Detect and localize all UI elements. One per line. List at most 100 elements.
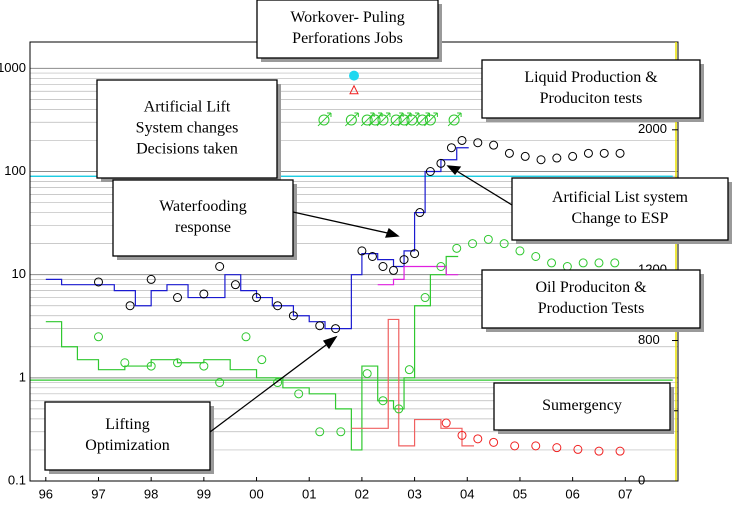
- y2-tick-label: 0: [638, 472, 645, 487]
- marker: [294, 389, 304, 399]
- marker: [547, 258, 557, 268]
- marker: [615, 446, 625, 456]
- y-tick-label: 1000: [0, 60, 26, 75]
- event-symbol: [424, 112, 438, 127]
- annotation-text: response: [175, 219, 231, 236]
- marker: [552, 443, 562, 453]
- marker: [93, 332, 103, 342]
- marker: [436, 158, 446, 168]
- marker: [93, 277, 103, 287]
- annotation-text: Oil Produciton &: [535, 279, 647, 296]
- marker: [499, 239, 509, 249]
- annotation-text: Sumergency: [542, 397, 622, 414]
- marker: [531, 252, 541, 262]
- x-tick-label: 00: [249, 486, 263, 501]
- annotation-box: [481, 59, 701, 119]
- marker: [578, 258, 588, 268]
- arrow: [292, 211, 393, 235]
- marker: [146, 274, 156, 284]
- annotation-text: Produciton tests: [540, 90, 643, 107]
- y-tick-label: 1: [19, 369, 26, 384]
- marker: [552, 153, 562, 163]
- y2-tick-label: 800: [638, 332, 660, 347]
- marker: [583, 148, 593, 158]
- marker: [615, 148, 625, 158]
- annotation-box: [511, 177, 729, 241]
- annotation-text: Artificial List system: [552, 189, 689, 206]
- marker: [315, 427, 325, 437]
- marker: [331, 324, 341, 334]
- marker: [389, 265, 399, 275]
- marker: [362, 369, 372, 379]
- event-symbol: [376, 112, 391, 127]
- y-tick-label: 100: [4, 163, 26, 178]
- marker: [457, 430, 467, 440]
- marker: [489, 140, 499, 150]
- annotation-box: [493, 382, 671, 431]
- annotation-text: System changes: [136, 120, 239, 137]
- y-tick-label: 0.1: [8, 472, 26, 487]
- event-symbol: [397, 112, 412, 127]
- event-symbol: [345, 112, 359, 127]
- annotation-box: [44, 401, 211, 471]
- x-tick-label: 99: [197, 486, 211, 501]
- marks: [30, 70, 673, 456]
- x-tick-label: 03: [407, 486, 421, 501]
- x-tick-label: 06: [565, 486, 579, 501]
- marker: [420, 293, 430, 303]
- x-tick-label: 96: [39, 486, 53, 501]
- annotation-box: [256, 0, 439, 59]
- annotation-text: Decisions taken: [136, 141, 238, 158]
- annotation-box: [96, 79, 278, 179]
- annotation-text: Production Tests: [538, 300, 645, 317]
- marker: [457, 135, 467, 145]
- marker: [288, 311, 298, 321]
- arrow-head: [446, 165, 462, 176]
- marker: [146, 361, 156, 371]
- x-tick-label: 97: [91, 486, 105, 501]
- marker: [120, 358, 130, 368]
- marker: [473, 434, 483, 444]
- marker: [273, 301, 283, 311]
- marker: [199, 361, 209, 371]
- y-tick-label: 10: [12, 266, 26, 281]
- event-symbol: [368, 112, 383, 127]
- y2-tick-label: 2000: [638, 121, 667, 136]
- arrow: [454, 169, 513, 206]
- marker: [273, 378, 283, 388]
- marker: [257, 355, 267, 365]
- marker: [610, 258, 620, 268]
- arrow: [209, 341, 331, 433]
- marker: [536, 155, 546, 165]
- annotation-text: Change to ESP: [572, 210, 669, 227]
- marker: [452, 243, 462, 253]
- event-dot: [349, 70, 359, 81]
- marker: [315, 321, 325, 331]
- marker: [404, 365, 414, 375]
- marker: [378, 261, 388, 271]
- x-tick-label: 04: [460, 486, 474, 501]
- annotation-text: Artificial Lift: [144, 99, 231, 116]
- annotation-text: Waterfooding: [159, 198, 247, 215]
- marker: [520, 151, 530, 161]
- annotation-text: Lifting: [105, 416, 149, 433]
- marker: [594, 258, 604, 268]
- annotation-box: [481, 269, 701, 329]
- marker: [399, 255, 409, 265]
- event-triangle: [349, 84, 359, 95]
- event-symbol: [416, 112, 430, 127]
- annotation-text: Workover- Puling: [290, 9, 404, 26]
- annotation-text: Liquid Production &: [524, 69, 658, 86]
- arrow-head: [322, 335, 338, 350]
- marker: [515, 246, 525, 256]
- marker: [367, 252, 377, 262]
- marker: [357, 246, 367, 256]
- marker: [573, 444, 583, 454]
- marker: [394, 404, 404, 414]
- marker: [568, 151, 578, 161]
- event-symbol: [389, 112, 404, 127]
- series-line: [377, 265, 459, 286]
- marker: [562, 261, 572, 271]
- annotation-text: Perforations Jobs: [292, 30, 403, 47]
